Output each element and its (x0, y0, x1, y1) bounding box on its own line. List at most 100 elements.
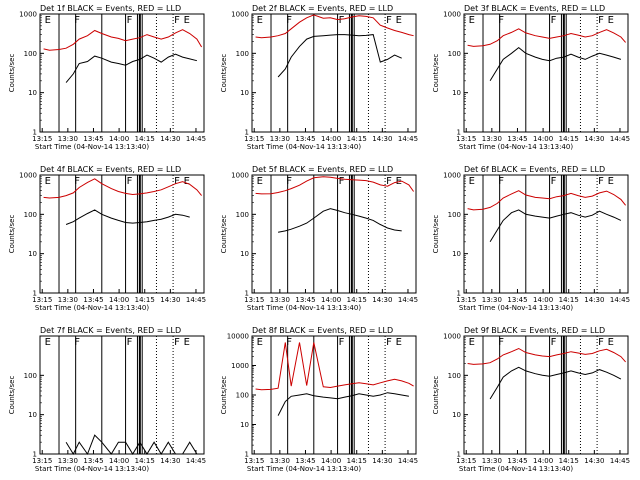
series-events-line (489, 366, 622, 400)
x-tick-label: 14:00 (533, 296, 553, 304)
series-events-line (65, 209, 190, 225)
x-tick-label: 14:30 (372, 135, 392, 143)
segment-marker: F (339, 176, 345, 187)
y-tick-label: 1000 (231, 362, 249, 370)
x-axis-label: Start Time (04-Nov-14 13:13:40) (35, 304, 149, 312)
segment-marker: E (257, 176, 263, 187)
panel-det-4: Det 4f BLACK = Events, RED = LLD 1 10 100 10… (8, 165, 206, 312)
segment-marker: E (469, 337, 475, 348)
x-tick-label: 13:45 (295, 296, 315, 304)
plot-frame (251, 335, 417, 455)
plot-frame (251, 174, 417, 294)
y-tick-label: 100 (448, 211, 461, 219)
segment-marker: F (286, 337, 292, 348)
x-tick-label: 14:45 (186, 457, 206, 465)
segment-marker: F (74, 176, 80, 187)
segment-marker: E (184, 176, 190, 187)
series-events-line (65, 53, 198, 83)
segment-marker: F (551, 15, 557, 26)
x-tick-label: 14:00 (321, 296, 341, 304)
x-tick-label: 13:45 (83, 296, 103, 304)
panel-title: Det 1f BLACK = Events, RED = LLD (40, 4, 181, 13)
y-tick-label: 100 (236, 211, 249, 219)
plot-frame (463, 13, 629, 133)
y-tick-label: 10 (240, 421, 249, 429)
series-lld-line (467, 28, 626, 47)
x-axis-label: Start Time (04-Nov-14 13:13:40) (459, 465, 573, 473)
segment-marker: F (386, 15, 392, 26)
x-tick-label: 14:00 (321, 457, 341, 465)
y-tick-label: 1 (245, 451, 249, 459)
panel-title: Det 7f BLACK = Events, RED = LLD (40, 326, 181, 335)
x-tick-label: 14:45 (610, 457, 630, 465)
x-tick-label: 14:30 (160, 457, 180, 465)
series-events-line (277, 392, 409, 416)
panel-det-6: Det 6f BLACK = Events, RED = LLD 1 10 100 10… (432, 165, 630, 312)
series-events-line (277, 34, 402, 78)
x-tick-label: 13:30 (58, 457, 78, 465)
segment-marker: F (498, 337, 504, 348)
x-tick-label: 13:45 (507, 135, 527, 143)
series-events-line (65, 434, 198, 456)
panel-title: Det 9f BLACK = Events, RED = LLD (464, 326, 605, 335)
segment-marker: F (339, 15, 345, 26)
segment-marker: F (286, 15, 292, 26)
plot-frame (463, 174, 629, 294)
segment-marker: E (257, 337, 263, 348)
x-tick-label: 13:15 (32, 296, 52, 304)
segment-marker: F (598, 15, 604, 26)
x-tick-label: 13:15 (456, 135, 476, 143)
x-tick-label: 14:45 (610, 135, 630, 143)
plot-frame (39, 335, 205, 455)
x-tick-label: 13:45 (507, 296, 527, 304)
y-tick-label: 1000 (443, 11, 461, 19)
x-tick-label: 13:30 (482, 457, 502, 465)
segment-marker: E (469, 176, 475, 187)
x-tick-label: 14:45 (398, 135, 418, 143)
x-tick-label: 14:00 (533, 135, 553, 143)
x-tick-label: 13:30 (270, 135, 290, 143)
x-tick-label: 13:30 (58, 296, 78, 304)
x-tick-label: 13:30 (58, 135, 78, 143)
x-tick-label: 14:45 (186, 296, 206, 304)
y-tick-label: 1 (33, 129, 37, 137)
panel-det-2: Det 2f BLACK = Events, RED = LLD 1 10 100 10… (220, 4, 418, 151)
segment-marker: F (339, 337, 345, 348)
segment-marker: E (184, 337, 190, 348)
segment-marker: E (608, 15, 614, 26)
y-tick-label: 100 (24, 211, 37, 219)
segment-marker: F (127, 15, 133, 26)
y-tick-label: 1000 (443, 172, 461, 180)
y-tick-label: 100 (236, 392, 249, 400)
y-axis-label: Counts/sec (8, 376, 16, 415)
x-tick-label: 14:15 (347, 457, 367, 465)
y-tick-label: 10 (28, 250, 37, 258)
y-tick-label: 1 (457, 451, 461, 459)
segment-marker: E (396, 15, 402, 26)
x-tick-label: 13:15 (244, 457, 264, 465)
x-tick-label: 14:30 (584, 135, 604, 143)
x-tick-label: 14:00 (109, 457, 129, 465)
x-tick-label: 13:15 (456, 296, 476, 304)
panel-title: Det 3f BLACK = Events, RED = LLD (464, 4, 605, 13)
segment-marker: F (551, 176, 557, 187)
y-tick-label: 1000 (443, 333, 461, 341)
y-axis-label: Counts/sec (432, 376, 440, 415)
y-tick-label: 1000 (231, 172, 249, 180)
segment-marker: F (174, 15, 180, 26)
segment-marker: E (184, 15, 190, 26)
panel-det-7: Det 7f BLACK = Events, RED = LLD 1 10 100 Co… (8, 326, 206, 473)
panel-title: Det 8f BLACK = Events, RED = LLD (252, 326, 393, 335)
segment-marker: F (386, 176, 392, 187)
x-tick-label: 13:30 (482, 135, 502, 143)
plot-frame (39, 13, 205, 133)
y-tick-label: 1 (33, 290, 37, 298)
x-tick-label: 13:15 (244, 296, 264, 304)
y-tick-label: 100 (236, 50, 249, 58)
x-tick-label: 14:45 (186, 135, 206, 143)
x-tick-label: 13:30 (482, 296, 502, 304)
y-axis-label: Counts/sec (220, 215, 228, 254)
x-tick-label: 14:00 (321, 135, 341, 143)
segment-marker: F (174, 337, 180, 348)
